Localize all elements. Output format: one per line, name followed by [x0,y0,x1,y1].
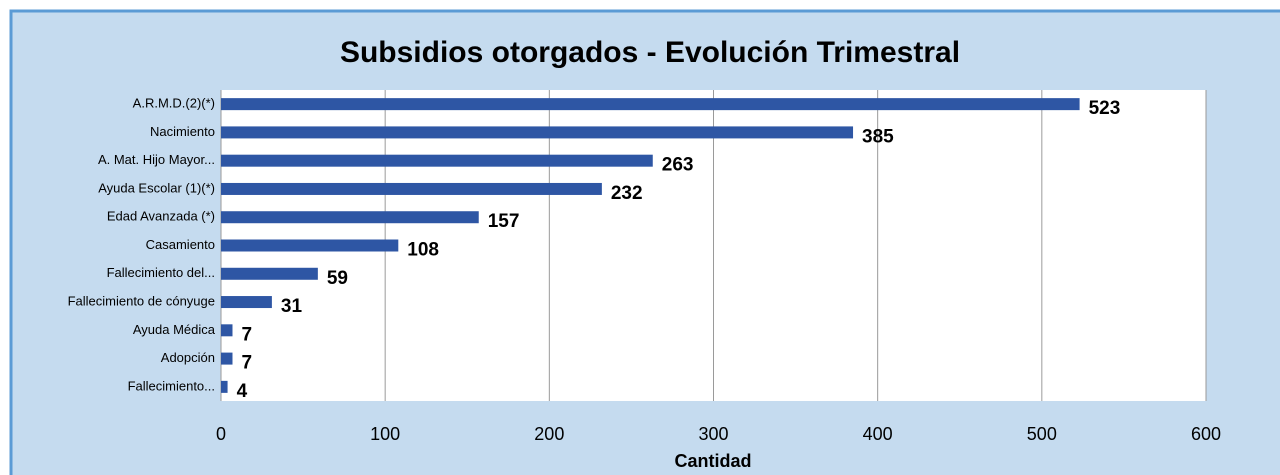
chart-title: Subsidios otorgados - Evolución Trimestr… [340,36,960,69]
data-label: 7 [241,353,252,374]
y-tick-label: Fallecimiento... [128,378,215,393]
data-label: 4 [237,381,248,402]
x-tick-label: 200 [534,424,564,444]
bar [221,154,653,167]
data-label: 31 [281,296,303,317]
y-tick-label: Casamiento [146,237,215,252]
data-label: 385 [862,126,894,147]
data-label: 523 [1089,98,1121,119]
y-tick-label: Nacimiento [150,124,215,139]
bar [221,98,1080,111]
x-tick-label: 100 [370,424,400,444]
bar [221,126,854,139]
x-axis-title: Cantidad [674,451,751,471]
x-tick-label: 300 [698,424,728,444]
y-tick-label: A. Mat. Hijo Mayor... [98,152,215,167]
y-tick-label: Fallecimiento del... [107,265,215,280]
x-tick-label: 500 [1027,424,1057,444]
bar [221,267,318,280]
y-tick-label: Ayuda Escolar (1)(*) [98,180,215,195]
bar [221,239,399,252]
y-tick-label: Fallecimiento de cónyuge [68,293,215,308]
bar [221,380,228,393]
bar [221,182,602,195]
data-label: 232 [611,183,643,204]
data-label: 7 [241,324,252,345]
data-label: 59 [327,268,348,289]
x-tick-label: 400 [863,424,893,444]
data-label: 108 [407,240,439,261]
y-tick-label: Edad Avanzada (*) [107,209,215,224]
bar [221,211,479,224]
x-tick-label: 0 [216,424,226,444]
y-tick-label: A.R.M.D.(2)(*) [133,96,215,111]
y-tick-label: Ayuda Médica [133,322,216,337]
bar [221,352,233,365]
bar [221,296,272,309]
data-label: 263 [662,155,694,176]
y-tick-label: Adopción [161,350,215,365]
data-label: 157 [488,211,520,232]
bar [221,324,233,337]
x-tick-label: 600 [1191,424,1221,444]
